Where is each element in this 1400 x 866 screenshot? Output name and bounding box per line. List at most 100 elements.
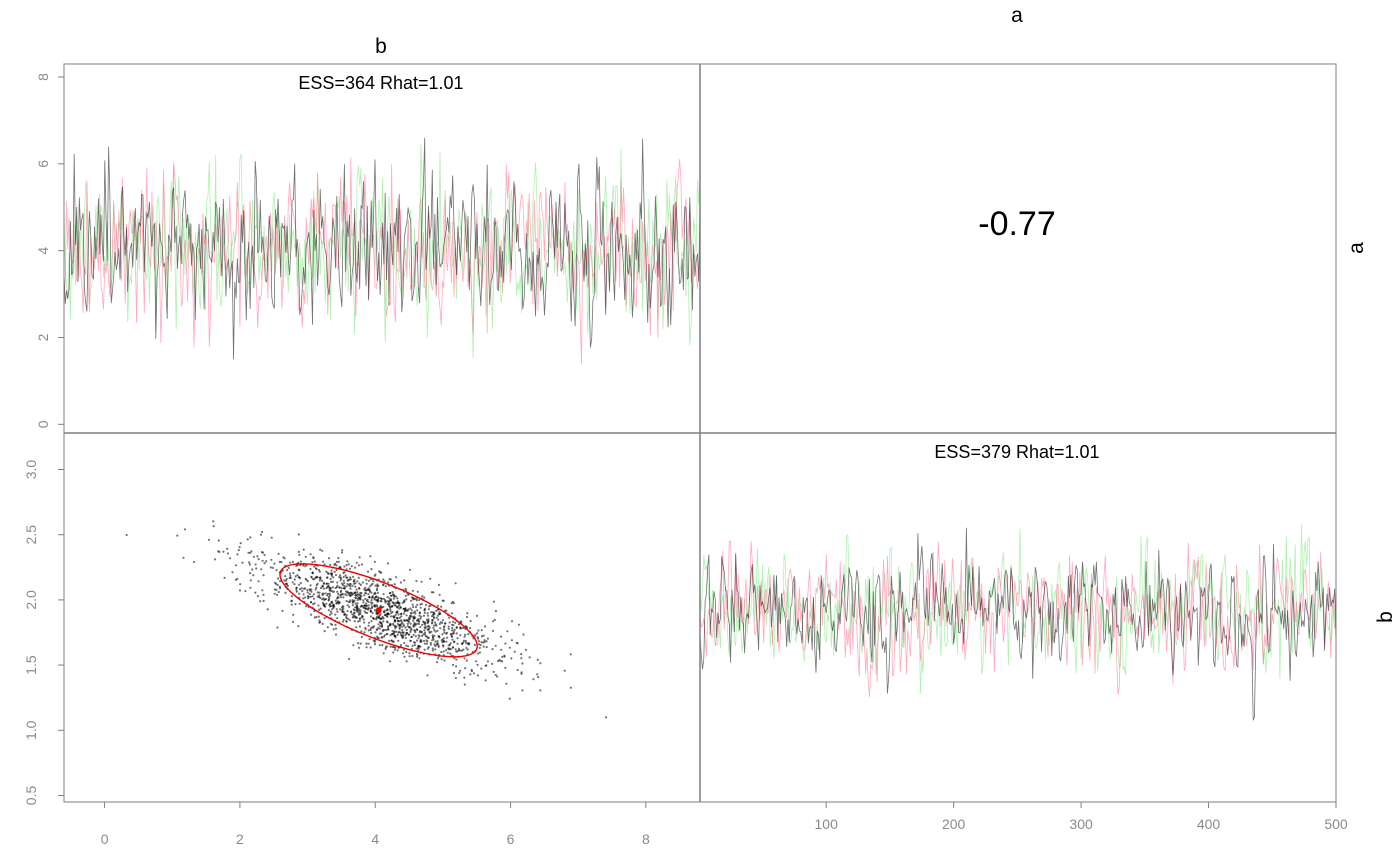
scatter-point [354,585,357,588]
scatter-point [312,597,316,600]
scatter-point [390,594,393,597]
scatter-point [329,572,332,575]
scatter-point [344,593,347,596]
scatter-point [483,625,487,628]
scatter-point [340,596,343,599]
scatter-point [306,580,309,583]
scatter-point [436,642,439,645]
scatter-point [415,647,418,650]
scatter-point [477,629,480,632]
trace-b-title: ESS=379 Rhat=1.01 [934,442,1099,462]
scatter-point [192,560,196,564]
scatter-point [376,605,379,608]
scatter-point [304,555,307,558]
scatter-point [295,590,298,593]
scatter-point [182,556,185,559]
scatter-point [476,674,480,677]
scatter-point [338,586,341,589]
scatter-point [346,610,349,613]
scatter-point [421,595,424,598]
scatter-point [407,645,410,648]
scatter-point [414,624,417,627]
scatter-point [425,618,428,622]
scatter-point [386,632,389,636]
scatter-point [405,614,408,617]
scatter-point [423,596,426,599]
scatter-point [387,628,390,631]
scatter-point [252,555,255,558]
scatter-point [415,639,419,642]
scatter-point [483,639,486,642]
scatter-point [380,606,384,609]
scatter-point [491,629,495,633]
scatter-point [413,644,416,647]
scatter-point [403,619,406,622]
scatter-point [321,622,324,626]
scatter-point [395,630,398,633]
scatter-point [430,622,434,625]
row-label-b: b [1374,611,1397,623]
scatter-point [357,646,361,649]
scatter-point [447,627,450,631]
scatter-point [400,635,403,638]
scatter-point [342,575,345,579]
scatter-panel-b-vs-a [125,520,608,719]
scatter-point [413,629,416,632]
scatter-point [309,584,312,587]
scatter-point [410,635,413,639]
scatter-point [476,614,479,618]
scatter-point [296,574,299,577]
scatter-point [388,591,391,595]
scatter-point [521,662,524,665]
scatter-point [410,596,413,599]
scatter-point [409,617,412,620]
scatter-point [374,584,377,587]
scatter-point [418,645,421,648]
scatter-point [331,586,335,589]
scatter-point [317,615,320,618]
scatter-point [391,591,394,594]
scatter-point [435,661,439,664]
scatter-point [359,642,362,645]
scatter-point [386,595,389,599]
scatter-point [398,616,401,620]
scatter-point [452,620,455,623]
scatter-point [433,621,436,624]
scatter-point [419,617,422,620]
scatter-point [323,630,326,633]
scatter-point [431,618,434,622]
scatter-point [259,600,262,603]
scatter-point [466,648,469,651]
scatter-point [320,579,324,582]
scatter-point [277,590,280,594]
correlation-panel: -0.77 [978,205,1056,243]
scatter-point [402,607,405,610]
scatter-point [376,587,379,590]
scatter-point [458,649,462,652]
scatter-point [389,599,392,602]
scatter-point [434,648,437,651]
scatter-point [480,641,483,644]
scatter-point [408,652,411,655]
scatter-point [409,639,412,643]
scatter-point [351,575,355,578]
scatter-point [382,617,385,620]
scatter-point [207,538,211,541]
scatter-point [357,564,360,567]
trace-a-title: ESS=364 Rhat=1.01 [298,73,463,93]
scatter-point [276,583,279,587]
scatter-point [384,585,387,588]
scatter-point [309,553,312,556]
scatter-point [345,594,348,597]
trace-a-chain-1 [63,137,701,360]
scatter-point [433,629,436,632]
panel-frames [63,63,1337,803]
scatter-point [256,595,260,598]
scatter-point [430,591,433,594]
scatter-point [342,618,345,621]
scatter-point [371,582,374,585]
scatter-point [381,644,384,647]
scatter-point [315,567,318,571]
scatter-point [328,597,331,600]
scatter-point [312,603,315,606]
